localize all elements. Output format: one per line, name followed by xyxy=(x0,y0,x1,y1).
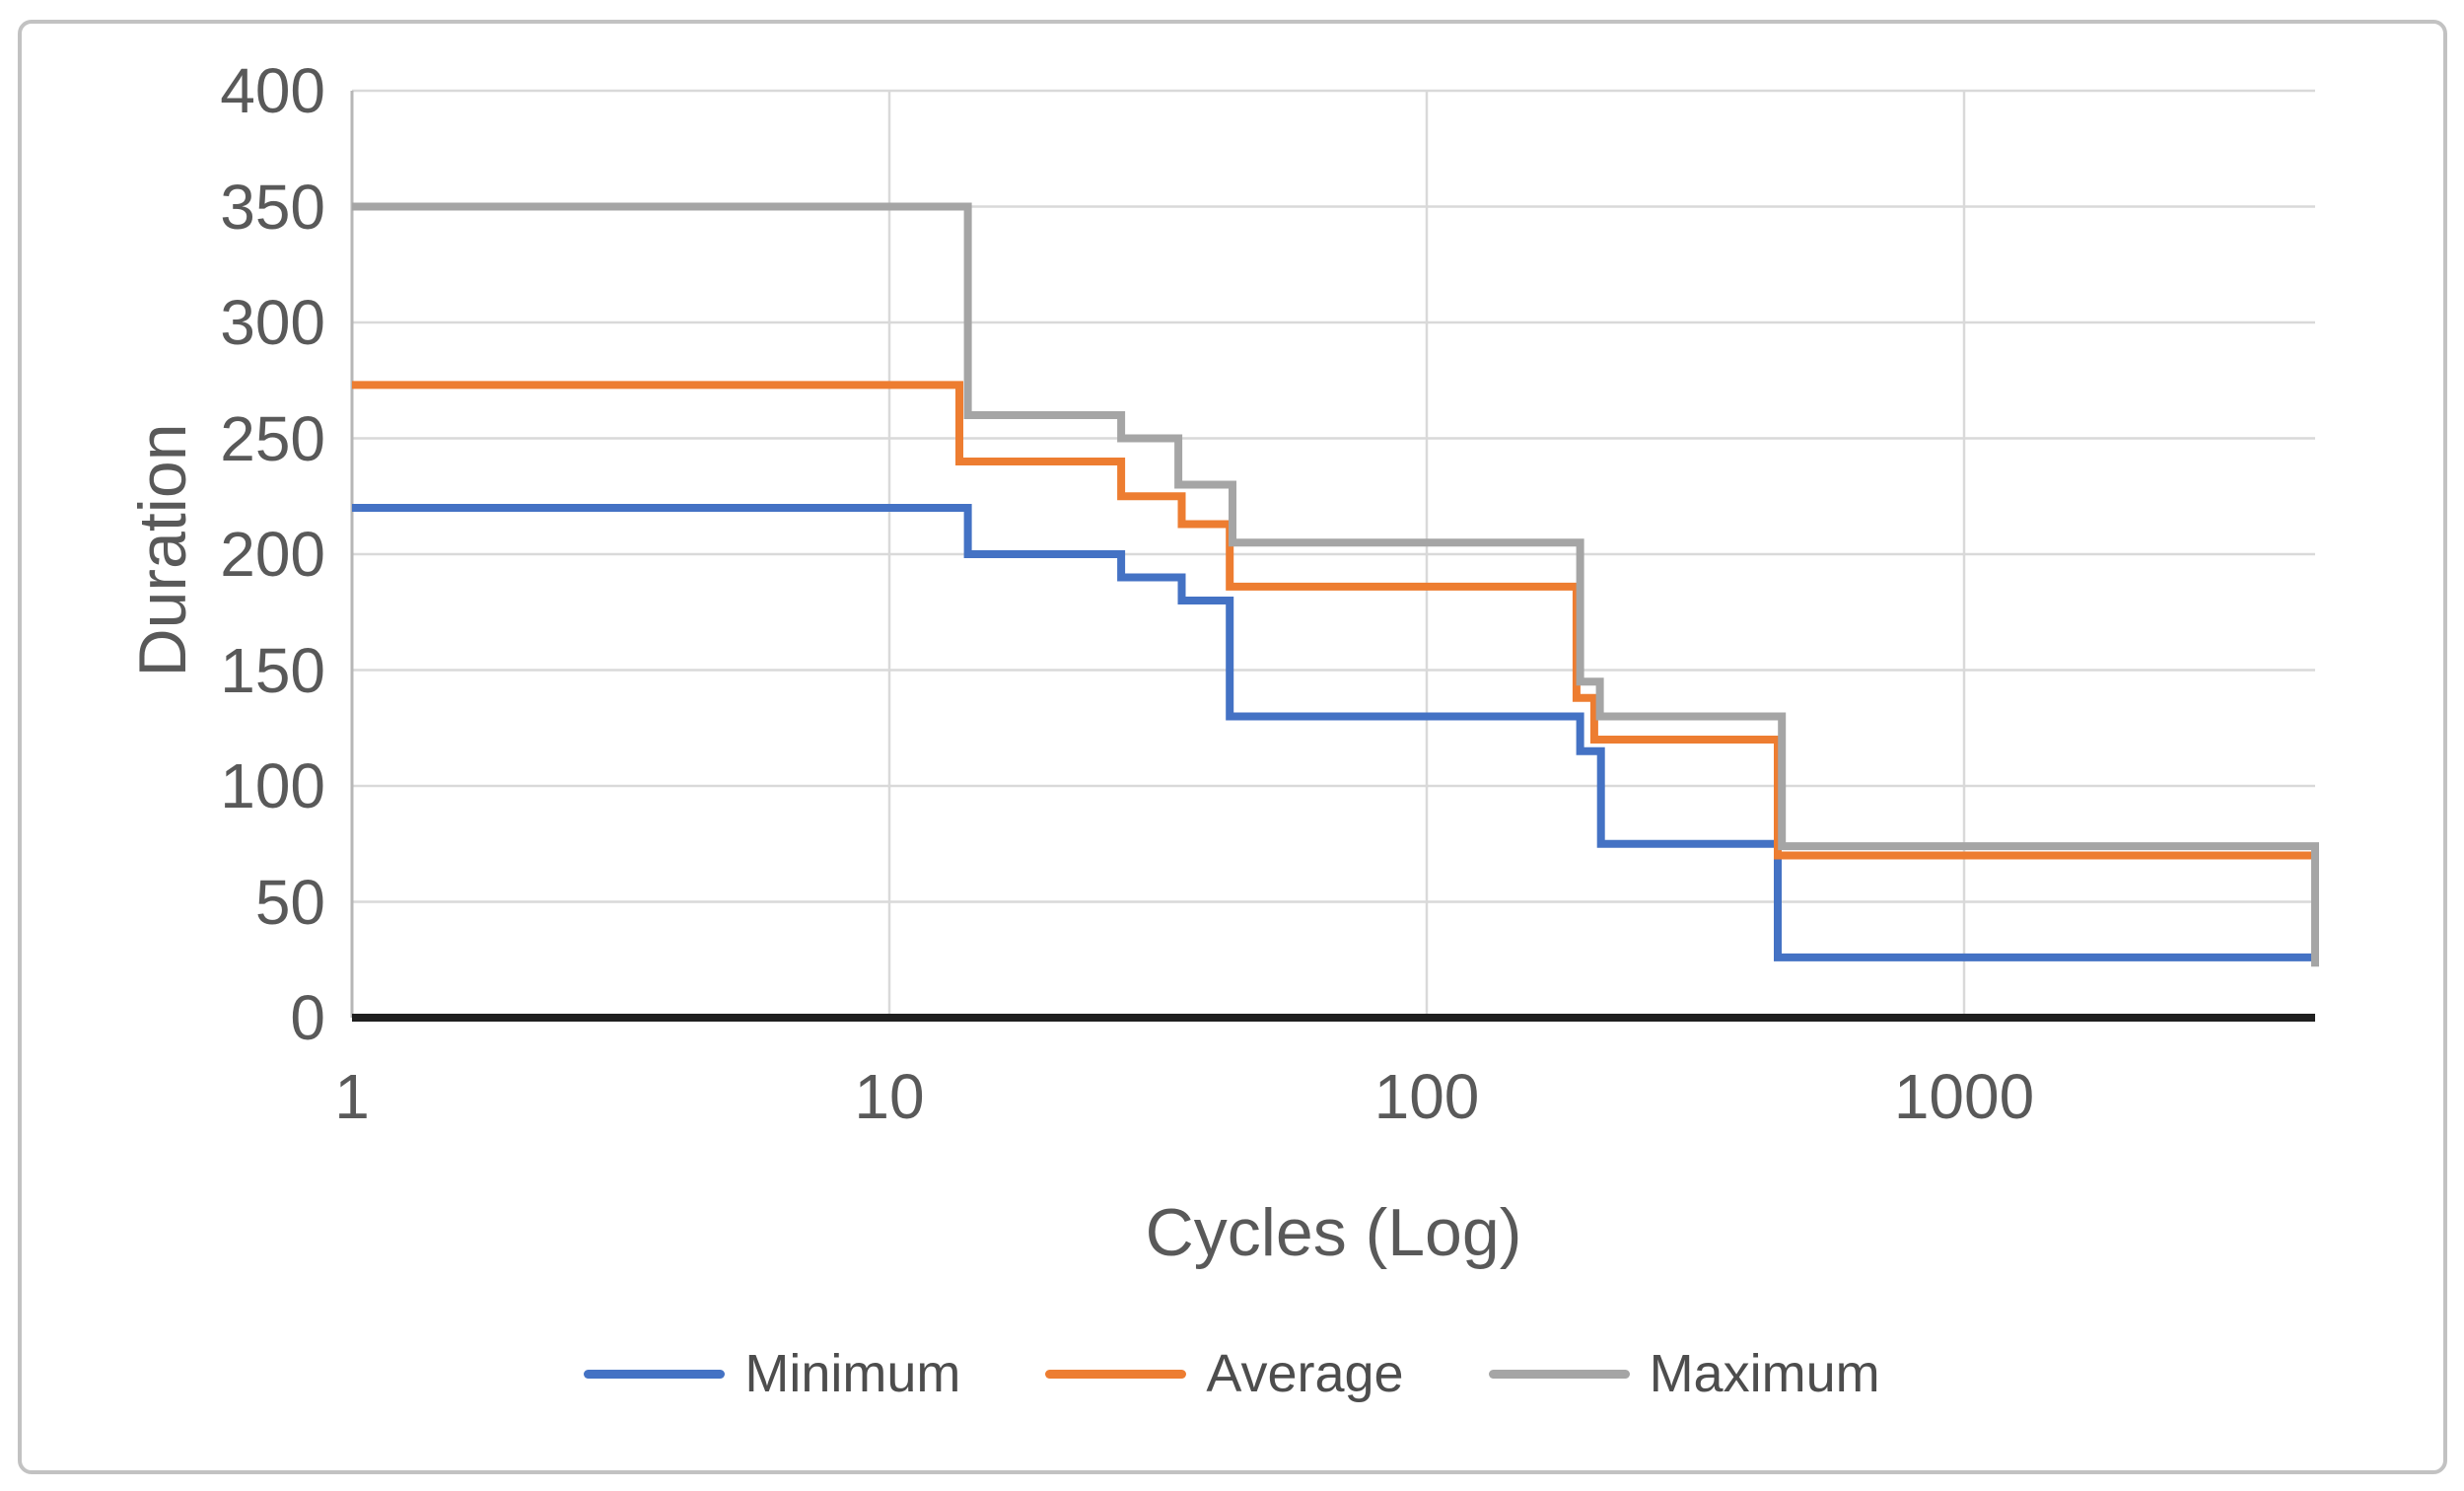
x-axis-title: Cycles (Log) xyxy=(1145,1195,1522,1270)
x-tick-label-10: 10 xyxy=(854,1061,925,1132)
x-tick-label-1: 1 xyxy=(334,1061,370,1132)
legend-label-average: Average xyxy=(1206,1344,1404,1403)
legend-label-maximum: Maximum xyxy=(1649,1344,1880,1403)
legend-label-minimum: Minimum xyxy=(744,1344,961,1403)
x-tick-label-1000: 1000 xyxy=(1893,1061,2035,1132)
y-tick-label-0: 0 xyxy=(290,982,325,1053)
legend-item-minimum: Minimum xyxy=(584,1342,960,1405)
legend: Minimum Average Maximum xyxy=(0,1324,2464,1423)
y-tick-label-250: 250 xyxy=(220,402,325,474)
legend-swatch-average xyxy=(1045,1369,1187,1379)
legend-item-average: Average xyxy=(1045,1342,1404,1405)
x-tick-label-100: 100 xyxy=(1373,1061,1480,1132)
legend-swatch-minimum xyxy=(584,1369,726,1379)
legend-item-maximum: Maximum xyxy=(1488,1342,1880,1405)
series-line-maximum xyxy=(352,202,2319,967)
legend-swatch-maximum xyxy=(1488,1369,1630,1379)
y-tick-label-350: 350 xyxy=(220,171,325,243)
series-line-minimum xyxy=(352,504,2315,961)
y-tick-label-50: 50 xyxy=(254,866,325,938)
y-tick-label-400: 400 xyxy=(220,55,325,126)
series-line-average xyxy=(352,381,2315,860)
y-tick-label-200: 200 xyxy=(220,519,325,590)
y-tick-label-100: 100 xyxy=(220,750,325,821)
y-tick-label-300: 300 xyxy=(220,287,325,358)
y-axis-title: Duration xyxy=(125,423,200,677)
y-tick-label-150: 150 xyxy=(220,634,325,706)
